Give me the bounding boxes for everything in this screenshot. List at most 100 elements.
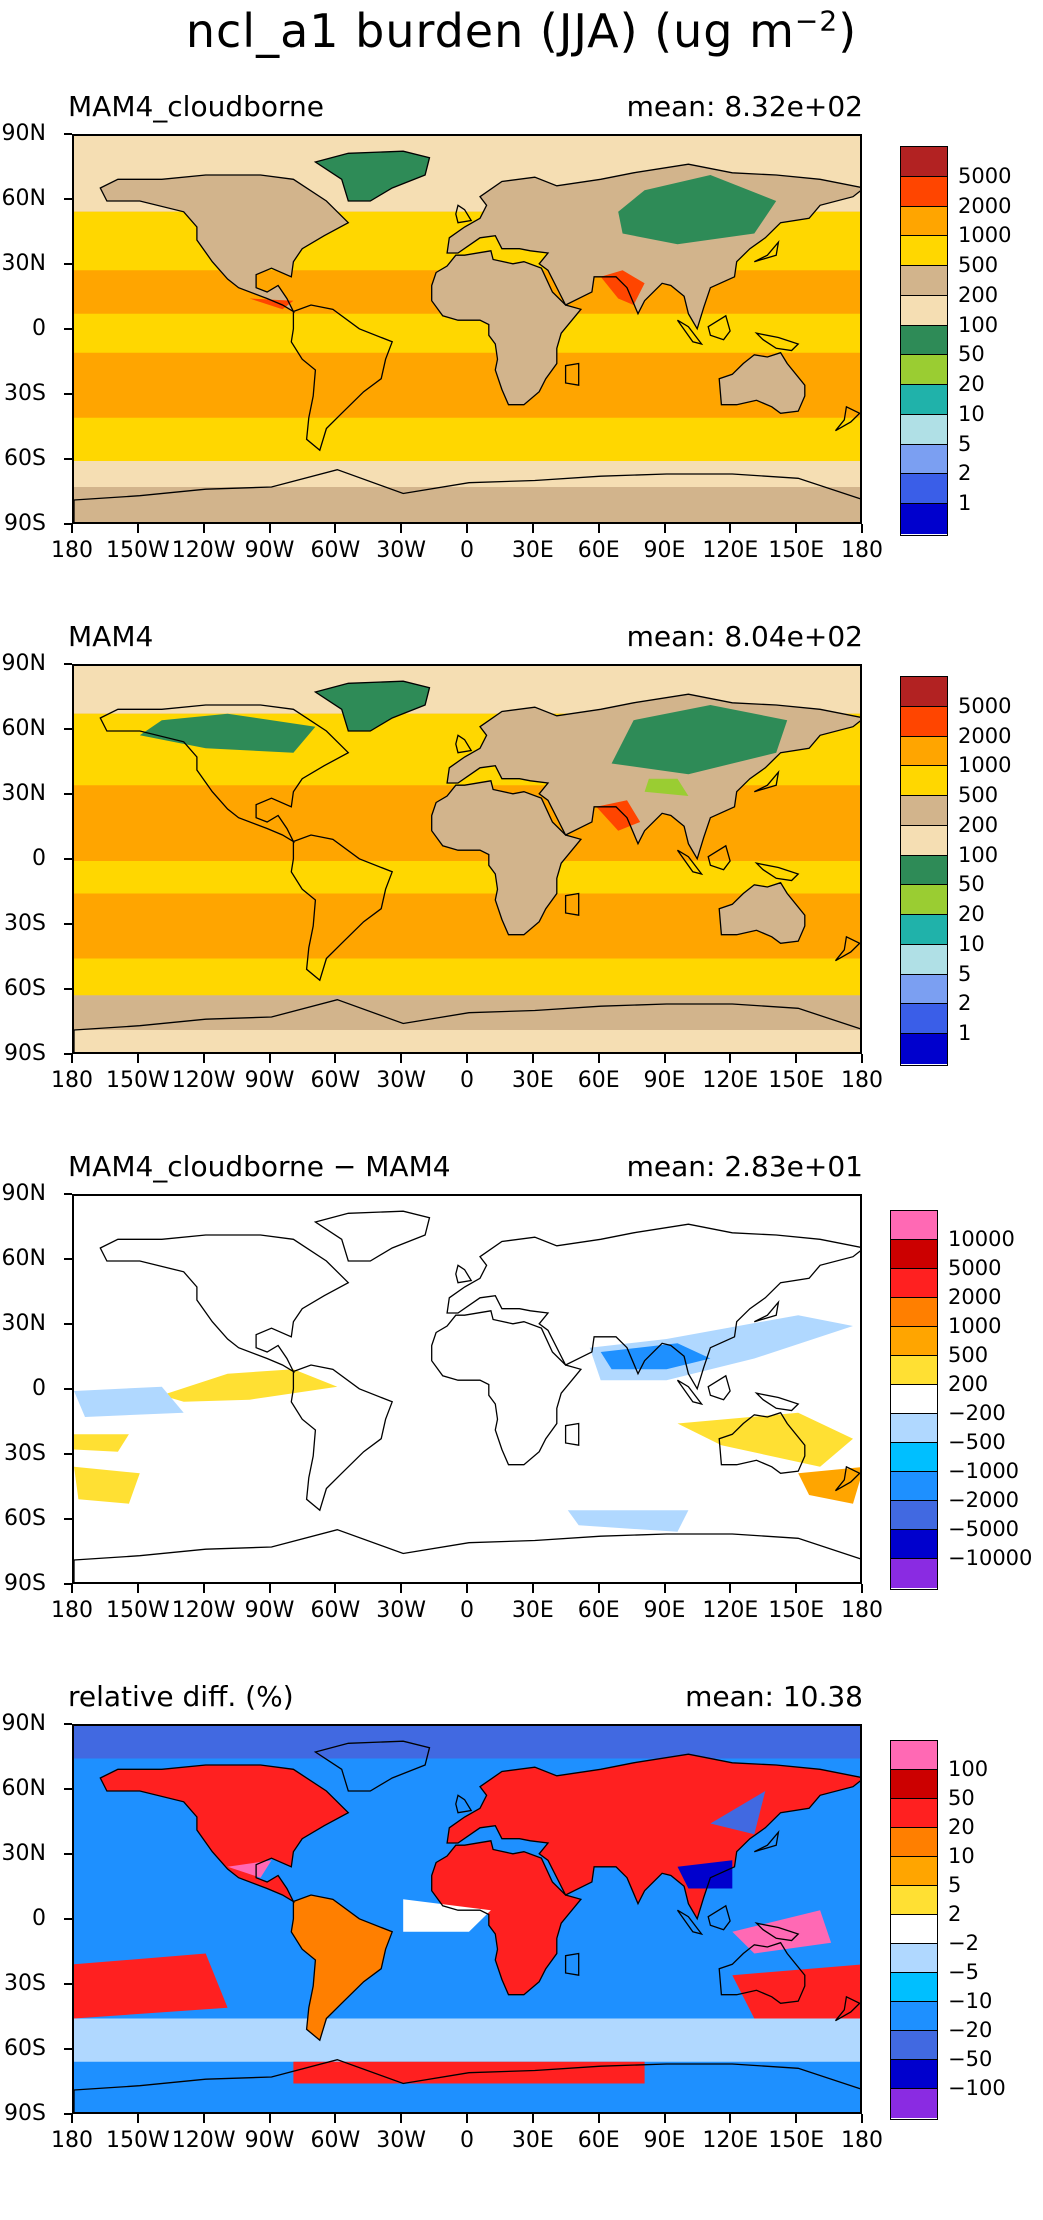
colorbar-swatch: [891, 1356, 937, 1385]
colorbar-swatch: [901, 706, 947, 737]
contour-fill: [611, 705, 788, 775]
coastline-eurasia: [446, 1753, 860, 1921]
lon-tick-mark: [795, 2114, 798, 2123]
lon-tick-label: 30W: [376, 538, 427, 563]
lon-tick-mark: [466, 2114, 468, 2123]
lon-tick-label: 150W: [105, 2128, 170, 2153]
lat-tick-mark: [64, 1258, 72, 1260]
lon-tick-label: 90W: [244, 1068, 295, 1093]
colorbar-swatch: [901, 266, 947, 296]
contour-fill: [74, 1386, 184, 1417]
lon-tick-label: 30W: [376, 1068, 427, 1093]
lon-tick-label: 90E: [643, 1068, 686, 1093]
lat-tick-mark: [64, 663, 72, 665]
coastline-namerica: [99, 174, 350, 314]
lon-tick-mark: [729, 1584, 732, 1593]
colorbar-swatch: [901, 677, 947, 707]
lat-tick-label: 30N: [1, 1841, 46, 1866]
colorbar-level-label: 50: [958, 342, 985, 367]
colorbar-swatch: [891, 1857, 937, 1886]
colorbar-swatch: [901, 385, 947, 415]
colorbar-swatch: [891, 1828, 937, 1857]
colorbar-swatch: [891, 1741, 937, 1770]
contour-fill: [74, 1726, 860, 1759]
panel-title: relative diff. (%): [68, 1680, 294, 1713]
colorbar-swatch: [891, 1472, 937, 1501]
colorbar-level-label: 200: [958, 812, 999, 837]
lon-tick-mark: [597, 524, 600, 533]
contour-fill: [139, 713, 316, 753]
colorbar-level-label: 500: [948, 1343, 989, 1367]
colorbar-swatch: [901, 295, 947, 326]
colorbar-level-label: 2000: [948, 1285, 1002, 1309]
lon-tick-label: 90E: [643, 2128, 686, 2153]
coastline-uk: [455, 734, 473, 754]
contour-fill: [291, 1895, 393, 2041]
lat-tick-mark: [64, 1983, 72, 1985]
lat-tick-label: 90S: [4, 1041, 46, 1066]
colorbar-level-label: −5: [948, 1960, 979, 1984]
lon-tick-label: 120W: [171, 538, 236, 563]
coastline-sumatra: [676, 1379, 704, 1406]
map-canvas: [74, 1726, 860, 2112]
coastline-eurasia: [446, 1223, 860, 1391]
colorbar-level-label: −5000: [948, 1517, 1020, 1541]
lon-tick-mark: [531, 524, 534, 533]
lon-tick-label: 120W: [171, 1068, 236, 1093]
lat-tick-mark: [64, 1053, 72, 1055]
lat-tick-mark: [64, 728, 72, 730]
colorbar-swatch: [901, 1004, 947, 1035]
lon-tick-mark: [795, 1584, 798, 1593]
lon-tick-label: 180: [51, 538, 93, 563]
map-canvas: [74, 1196, 860, 1582]
lon-tick-label: 90W: [244, 2128, 295, 2153]
colorbar-level-label: 5: [958, 431, 972, 456]
lon-tick-mark: [268, 2114, 271, 2123]
lon-tick-label: 60W: [310, 1068, 361, 1093]
lon-tick-label: 60W: [310, 538, 361, 563]
contour-fill: [315, 681, 430, 731]
lon-tick-mark: [861, 524, 863, 533]
coastline-australia: [718, 1411, 806, 1474]
lat-tick-mark: [64, 1323, 72, 1325]
contour-map: [72, 134, 862, 524]
colorbar-swatch: [891, 1770, 937, 1799]
colorbar-swatch: [901, 176, 947, 207]
colorbar-level-label: −1000: [948, 1459, 1020, 1483]
colorbar-level-label: 1000: [958, 753, 1012, 778]
lat-tick-label: 30S: [4, 1441, 46, 1466]
lat-tick-mark: [64, 793, 72, 795]
lat-tick-label: 60S: [4, 2036, 46, 2061]
lon-tick-label: 180: [51, 1598, 93, 1623]
lon-tick-label: 60E: [577, 538, 620, 563]
lat-tick-label: 90N: [1, 651, 46, 676]
coastline-borneo: [707, 1374, 731, 1401]
colorbar-level-label: 500: [958, 783, 999, 808]
lon-tick-label: 0: [460, 1598, 474, 1623]
lat-tick-label: 60S: [4, 446, 46, 471]
lat-tick-label: 90S: [4, 1571, 46, 1596]
map-canvas: [74, 666, 860, 1052]
colorbar-level-label: 2: [958, 991, 972, 1016]
lon-tick-mark: [466, 524, 468, 533]
lon-tick-label: 60W: [310, 2128, 361, 2153]
lat-tick-label: 60N: [1, 186, 46, 211]
lon-tick-mark: [795, 524, 798, 533]
colorbar-level-label: 5000: [958, 693, 1012, 718]
lon-tick-mark: [663, 524, 666, 533]
lon-tick-mark: [268, 1584, 271, 1593]
lon-tick-label: 180: [841, 538, 883, 563]
coastline-africa: [431, 250, 583, 406]
lat-tick-label: 0: [32, 1376, 46, 1401]
lon-tick-label: 150W: [105, 1598, 170, 1623]
coastline-eurasia: [446, 693, 860, 861]
colorbar-level-label: 1: [958, 1021, 972, 1046]
coastline-uk: [455, 1794, 473, 1814]
lat-tick-mark: [64, 858, 72, 860]
lon-tick-mark: [268, 524, 271, 533]
coastline-madagascar: [564, 362, 580, 386]
contour-fill: [719, 882, 805, 944]
coastline-namerica: [99, 1764, 350, 1904]
coastline-newzealand: [834, 935, 860, 962]
lon-tick-label: 150W: [105, 1068, 170, 1093]
